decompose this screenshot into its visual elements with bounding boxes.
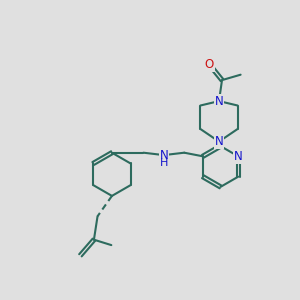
Text: H: H [160, 158, 168, 168]
Text: N: N [214, 94, 224, 108]
Text: N: N [234, 150, 242, 163]
Text: N: N [214, 135, 224, 148]
Text: O: O [205, 58, 214, 71]
Text: N: N [160, 148, 168, 162]
